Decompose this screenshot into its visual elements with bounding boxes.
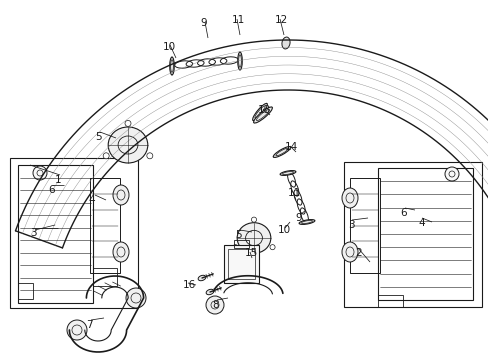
- Ellipse shape: [273, 147, 290, 157]
- Text: 10: 10: [278, 225, 290, 235]
- Ellipse shape: [252, 103, 267, 121]
- Ellipse shape: [282, 37, 289, 49]
- Text: 14: 14: [285, 142, 298, 152]
- Ellipse shape: [237, 223, 270, 253]
- Text: 10: 10: [163, 42, 176, 52]
- Bar: [234, 240, 248, 248]
- Bar: [343, 162, 481, 307]
- Bar: [377, 295, 402, 307]
- Text: 7: 7: [86, 320, 92, 330]
- Ellipse shape: [341, 188, 357, 208]
- Ellipse shape: [237, 52, 242, 70]
- Ellipse shape: [269, 245, 275, 250]
- Text: 9: 9: [200, 18, 206, 28]
- Bar: [227, 249, 254, 279]
- Ellipse shape: [169, 57, 174, 75]
- Bar: [10, 158, 138, 308]
- Text: 6: 6: [399, 208, 406, 218]
- Ellipse shape: [125, 120, 131, 126]
- Ellipse shape: [251, 217, 256, 222]
- Text: 5: 5: [95, 132, 102, 142]
- Ellipse shape: [113, 185, 129, 205]
- Text: 12: 12: [274, 15, 287, 25]
- Ellipse shape: [206, 289, 213, 295]
- Ellipse shape: [103, 153, 109, 159]
- Text: 16: 16: [183, 280, 196, 290]
- Bar: [18, 283, 33, 299]
- Text: 6: 6: [48, 185, 55, 195]
- Ellipse shape: [198, 275, 205, 281]
- Circle shape: [67, 320, 87, 340]
- Bar: [349, 178, 379, 273]
- Circle shape: [444, 167, 458, 181]
- Text: 1: 1: [55, 175, 61, 185]
- Text: 11: 11: [231, 15, 245, 25]
- Text: 8: 8: [212, 300, 218, 310]
- Text: 4: 4: [417, 218, 424, 228]
- Ellipse shape: [299, 220, 314, 224]
- Bar: [93, 268, 117, 286]
- Text: 13: 13: [258, 105, 271, 115]
- Text: 3: 3: [347, 220, 354, 230]
- Bar: [224, 245, 259, 283]
- Circle shape: [205, 296, 224, 314]
- Circle shape: [33, 166, 47, 180]
- Text: 5: 5: [235, 230, 241, 240]
- Ellipse shape: [113, 242, 129, 262]
- Ellipse shape: [253, 107, 272, 123]
- Bar: [90, 178, 120, 273]
- Ellipse shape: [108, 127, 147, 163]
- Ellipse shape: [146, 153, 153, 159]
- Text: 3: 3: [30, 228, 37, 238]
- Ellipse shape: [280, 171, 295, 175]
- Text: 15: 15: [244, 248, 258, 258]
- Text: 2: 2: [354, 248, 361, 258]
- Bar: [18, 165, 93, 303]
- Ellipse shape: [232, 245, 238, 250]
- Text: 4: 4: [88, 195, 95, 205]
- Circle shape: [126, 288, 146, 308]
- Ellipse shape: [341, 242, 357, 262]
- Text: 11: 11: [287, 188, 301, 198]
- Bar: [377, 168, 472, 300]
- Text: 9: 9: [294, 213, 301, 223]
